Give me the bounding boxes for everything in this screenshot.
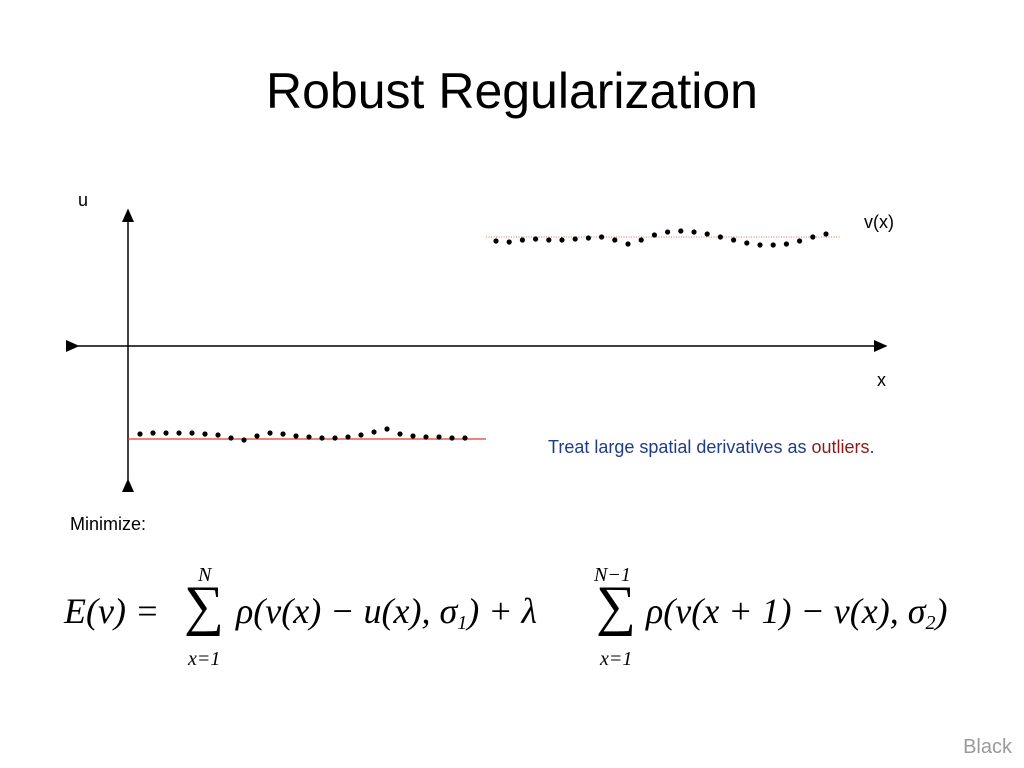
sample-dot bbox=[559, 237, 565, 243]
sample-dot bbox=[599, 234, 605, 240]
annotation-text: Treat large spatial derivatives as outli… bbox=[548, 437, 875, 458]
formula-data-term: ρ(v(x) − u(x), σ1) + λ bbox=[236, 590, 537, 635]
term2-subscript: 2 bbox=[925, 612, 936, 634]
sample-dot bbox=[691, 229, 697, 235]
footer-author: Black bbox=[963, 736, 1012, 758]
term1-close: ) + λ bbox=[467, 591, 538, 631]
annotation-prefix: Treat large spatial derivatives as bbox=[548, 437, 812, 457]
sample-dot bbox=[137, 431, 143, 437]
sample-dot bbox=[744, 240, 750, 246]
sum2-upper-limit: N−1 bbox=[594, 564, 631, 586]
sample-dot bbox=[493, 238, 499, 244]
sample-dot bbox=[638, 237, 644, 243]
sum-symbol-2: ∑ bbox=[596, 575, 636, 637]
sample-dot bbox=[189, 430, 195, 436]
sample-dot bbox=[280, 431, 286, 437]
sample-dot bbox=[651, 232, 658, 238]
sample-dot bbox=[176, 430, 182, 436]
lower-noisy-samples bbox=[137, 426, 468, 443]
sample-dot bbox=[585, 235, 592, 241]
sample-dot bbox=[519, 237, 526, 243]
sample-dot bbox=[625, 241, 631, 247]
sample-dot bbox=[810, 234, 816, 240]
sample-dot bbox=[783, 241, 790, 247]
sample-dot bbox=[410, 433, 416, 439]
sample-dot bbox=[449, 435, 455, 441]
slide-title: Robust Regularization bbox=[266, 63, 758, 119]
term1-body: ρ(v(x) − u(x), σ bbox=[236, 591, 458, 631]
sum-symbol-1: ∑ bbox=[184, 575, 224, 637]
sample-dot bbox=[202, 431, 208, 437]
sample-dot bbox=[306, 434, 312, 440]
energy-formula: E(v) = ∑ N x=1 ρ(v(x) − u(x), σ1) + λ ∑ … bbox=[64, 564, 994, 672]
term2-close: ) bbox=[935, 591, 948, 631]
sample-dot bbox=[731, 237, 737, 243]
sample-dot bbox=[823, 231, 829, 237]
curve-label: v(x) bbox=[864, 212, 894, 232]
formula-smoothness-term: ρ(v(x + 1) − v(x), σ2) bbox=[646, 590, 947, 635]
x-axis-label: x bbox=[877, 370, 886, 390]
sample-dot bbox=[546, 237, 552, 243]
sample-dot bbox=[358, 432, 364, 438]
sample-dot bbox=[533, 236, 539, 242]
sample-dot bbox=[704, 231, 710, 237]
sample-dot bbox=[436, 434, 442, 440]
sample-dot bbox=[797, 238, 803, 244]
sum2-lower-limit: x=1 bbox=[600, 648, 633, 670]
sample-dot bbox=[572, 236, 578, 242]
upper-noisy-samples bbox=[493, 228, 829, 248]
sample-dot bbox=[770, 242, 776, 248]
term1-subscript: 1 bbox=[457, 612, 468, 634]
sample-dot bbox=[665, 229, 671, 235]
sample-dot bbox=[612, 237, 618, 243]
sample-dot bbox=[254, 433, 260, 439]
u-axis-label: u bbox=[78, 190, 89, 210]
sample-dot bbox=[423, 434, 429, 440]
term2-body: ρ(v(x + 1) − v(x), σ bbox=[646, 591, 926, 631]
sum1-upper-limit: N bbox=[198, 564, 212, 586]
sample-dot bbox=[150, 430, 156, 436]
sample-dot bbox=[717, 234, 724, 240]
sample-dot bbox=[163, 430, 169, 436]
sample-dot bbox=[371, 429, 377, 435]
sample-dot bbox=[332, 435, 338, 441]
sample-dot bbox=[506, 239, 512, 245]
sample-dot bbox=[678, 228, 684, 234]
sample-dot bbox=[319, 435, 325, 441]
sample-dot bbox=[397, 431, 403, 437]
sample-dot bbox=[384, 426, 390, 432]
minimize-label: Minimize: bbox=[70, 514, 147, 534]
sample-dot bbox=[345, 434, 351, 440]
sample-dot bbox=[462, 435, 468, 441]
annotation-suffix: . bbox=[869, 437, 875, 457]
sample-dot bbox=[267, 430, 273, 436]
sample-dot bbox=[228, 435, 234, 441]
formula-lhs: E(v) = bbox=[64, 591, 160, 631]
sample-dot bbox=[293, 433, 299, 439]
sample-dot bbox=[757, 242, 763, 248]
sum1-lower-limit: x=1 bbox=[188, 648, 221, 670]
sample-dot bbox=[215, 432, 221, 438]
sample-dot bbox=[241, 437, 247, 443]
annotation-emphasis: outliers bbox=[811, 437, 870, 457]
